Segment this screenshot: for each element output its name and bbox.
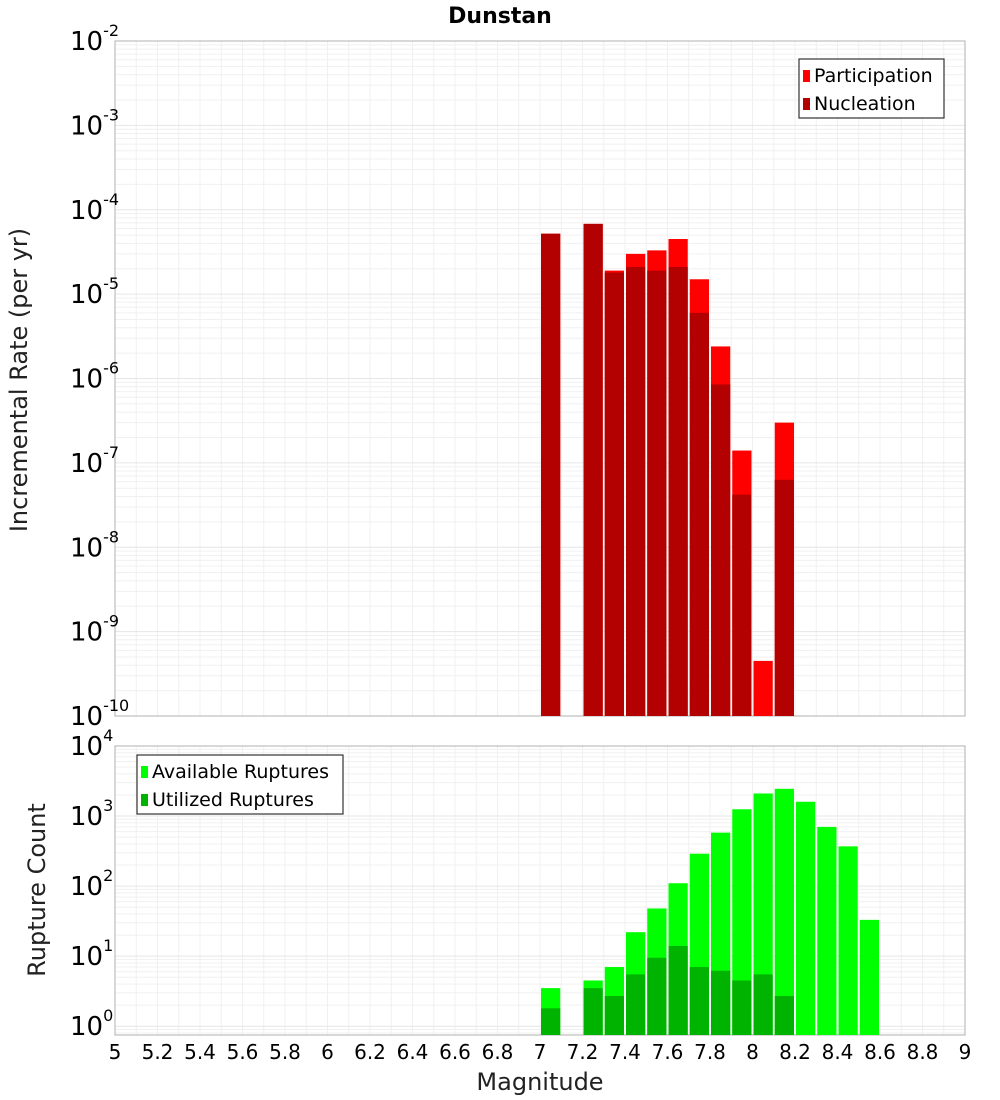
x-tick-label: 8.8	[907, 1040, 939, 1064]
x-tick-label: 7.2	[567, 1040, 599, 1064]
x-tick-label: 5.4	[184, 1040, 216, 1064]
bar-utilized-ruptures	[732, 980, 752, 1035]
bar-available-ruptures	[796, 801, 816, 1035]
x-tick-label: 9	[959, 1040, 972, 1064]
top-legend: Participation Nucleation	[798, 58, 945, 119]
legend-label: Utilized Ruptures	[152, 789, 314, 811]
bar-available-ruptures	[817, 826, 837, 1035]
bottom-bars	[541, 788, 879, 1035]
x-tick-label: 7.6	[652, 1040, 684, 1064]
y-tick-label: 10-3	[70, 105, 119, 141]
legend-box	[798, 58, 945, 119]
bar-utilized-ruptures	[626, 974, 646, 1035]
legend-swatch	[803, 98, 810, 110]
legend-label: Available Ruptures	[152, 761, 329, 783]
y-tick-label: 10-10	[70, 696, 129, 732]
bar-nucleation	[647, 270, 667, 716]
x-tick-label: 5.2	[142, 1040, 174, 1064]
y-tick-label: 102	[70, 866, 113, 902]
bar-available-ruptures	[838, 846, 858, 1035]
bar-available-ruptures	[732, 809, 752, 1035]
x-tick-label: 6.6	[439, 1040, 471, 1064]
bottom-legend: Available Ruptures Utilized Ruptures	[136, 754, 344, 815]
bar-nucleation	[541, 233, 561, 716]
legend-label: Participation	[814, 65, 933, 87]
bar-nucleation	[711, 384, 731, 716]
x-tick-label: 6.4	[397, 1040, 429, 1064]
legend-swatch	[803, 70, 810, 82]
x-tick-label: 8.6	[864, 1040, 896, 1064]
bar-utilized-ruptures	[689, 967, 709, 1035]
x-tick-label: 5.8	[269, 1040, 301, 1064]
bar-utilized-ruptures	[753, 974, 773, 1035]
bar-nucleation	[668, 266, 688, 716]
y-tick-label: 103	[70, 796, 113, 832]
legend-label: Nucleation	[814, 93, 916, 115]
x-tick-label: 6.2	[354, 1040, 386, 1064]
x-ticks: 5 5.2 5.4 5.6 5.8 6 6.2 6.4 6.6 6.8 7 7.2 7.4 7.6 7.8 8…	[109, 1040, 972, 1064]
top-plot-area	[114, 40, 966, 717]
bar-utilized-ruptures	[604, 996, 624, 1035]
y-tick-label: 10-6	[70, 359, 119, 395]
x-tick-label: 8.2	[779, 1040, 811, 1064]
top-plot-gridlines	[114, 40, 966, 717]
x-tick-label: 7	[534, 1040, 547, 1064]
y-tick-label: 101	[70, 936, 113, 972]
bar-available-ruptures	[859, 919, 879, 1035]
bar-nucleation	[583, 223, 603, 716]
y-tick-label: 100	[70, 1006, 113, 1042]
bar-utilized-ruptures	[711, 970, 731, 1035]
legend-swatch	[141, 794, 148, 806]
x-tick-label: 6	[321, 1040, 334, 1064]
x-tick-label: 7.4	[609, 1040, 641, 1064]
bar-nucleation	[626, 266, 646, 716]
top-y-axis-label: Incremental Rate (per yr)	[5, 228, 33, 532]
bottom-plot-area	[114, 745, 966, 1036]
legend-swatch	[141, 766, 148, 778]
bar-utilized-ruptures	[583, 988, 603, 1035]
bar-nucleation	[732, 494, 752, 716]
bar-nucleation	[604, 272, 624, 716]
y-tick-label: 10-4	[70, 190, 119, 226]
bar-nucleation	[774, 479, 794, 716]
y-tick-label: 10-2	[70, 21, 119, 57]
bar-nucleation	[689, 312, 709, 716]
x-tick-label: 5	[109, 1040, 122, 1064]
x-axis-label: Magnitude	[476, 1068, 603, 1096]
chart-title: Dunstan	[448, 4, 552, 29]
y-tick-label: 10-9	[70, 612, 119, 648]
y-tick-label: 104	[70, 726, 113, 762]
x-tick-label: 5.6	[227, 1040, 259, 1064]
top-y-ticks: 10-10 10-9 10-8 10-7 10-6 10-5 10-4 10-3 10-2	[70, 21, 129, 732]
y-tick-label: 10-5	[70, 274, 119, 310]
x-tick-label: 8	[746, 1040, 759, 1064]
x-tick-label: 8.4	[822, 1040, 854, 1064]
bar-participation	[753, 660, 773, 716]
bar-utilized-ruptures	[647, 957, 667, 1035]
bottom-y-axis-label: Rupture Count	[23, 803, 51, 977]
y-tick-label: 10-8	[70, 527, 119, 563]
x-tick-label: 7.8	[694, 1040, 726, 1064]
top-bars	[541, 223, 794, 717]
y-tick-label: 10-7	[70, 443, 119, 479]
bar-available-ruptures	[774, 788, 794, 1035]
bar-utilized-ruptures	[774, 996, 794, 1035]
bar-utilized-ruptures	[541, 1008, 561, 1035]
legend-box	[136, 754, 344, 815]
bar-utilized-ruptures	[668, 945, 688, 1035]
bottom-y-ticks: 100 101 102 103 104	[70, 726, 113, 1042]
x-tick-label: 6.8	[482, 1040, 514, 1064]
